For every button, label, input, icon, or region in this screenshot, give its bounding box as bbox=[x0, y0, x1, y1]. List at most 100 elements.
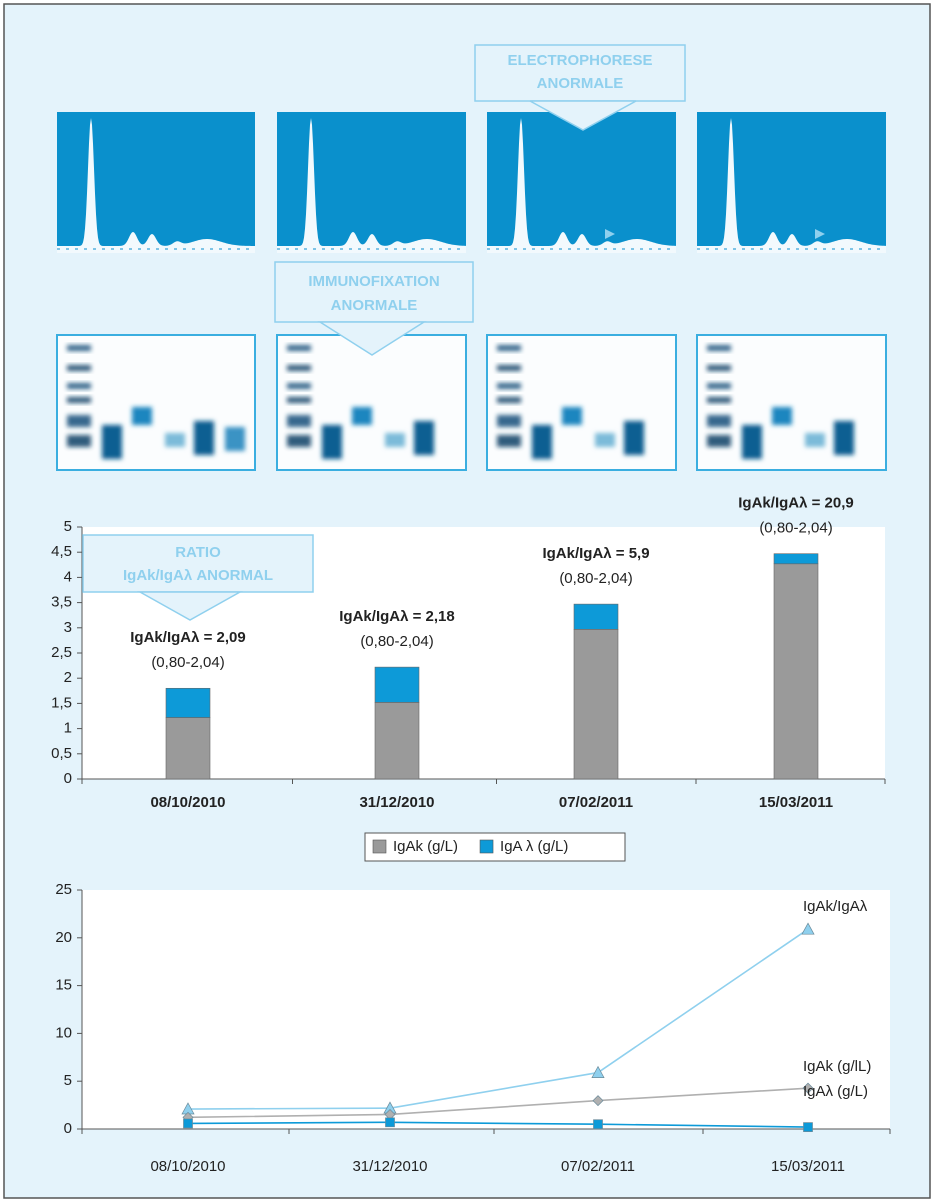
y-tick-label: 3 bbox=[64, 619, 72, 636]
gel-band bbox=[497, 397, 521, 403]
x-tick-label: 15/03/2011 bbox=[771, 1158, 845, 1175]
gel-band bbox=[532, 425, 552, 459]
data-point bbox=[591, 1065, 605, 1078]
gel-band bbox=[707, 345, 731, 351]
y-tick-label: 0 bbox=[64, 1120, 72, 1137]
data-point bbox=[593, 1119, 603, 1130]
series-label: IgAk/IgAλ bbox=[803, 898, 868, 915]
y-tick-label: 4 bbox=[64, 568, 72, 585]
gel-band bbox=[225, 427, 245, 451]
y-tick-label: 10 bbox=[55, 1024, 72, 1041]
legend-label: IgA λ (g/L) bbox=[500, 838, 568, 855]
marker-arrow bbox=[605, 229, 615, 239]
gel-band bbox=[322, 425, 342, 459]
gel-band bbox=[102, 425, 122, 459]
gel-band bbox=[287, 345, 311, 351]
y-tick-label: 1,5 bbox=[51, 694, 72, 711]
gel-band bbox=[497, 383, 521, 389]
gel-band bbox=[497, 365, 521, 371]
ratio-label: IgAk/IgAλ = 20,9 bbox=[738, 495, 853, 512]
y-tick-label: 3,5 bbox=[51, 594, 72, 611]
gel-band bbox=[497, 435, 521, 447]
ratio-label: IgAk/IgAλ = 2,18 bbox=[339, 608, 454, 625]
reference-range: (0,80-2,04) bbox=[151, 654, 224, 671]
callout-text: ANORMALE bbox=[537, 75, 624, 92]
gel-band bbox=[287, 383, 311, 389]
marker-arrow bbox=[815, 229, 825, 239]
bar-segment bbox=[165, 717, 211, 780]
callout-text: ANORMALE bbox=[331, 297, 418, 314]
gel-band bbox=[772, 407, 792, 425]
y-tick-label: 25 bbox=[55, 881, 72, 898]
ratio-label: IgAk/IgAλ = 5,9 bbox=[542, 545, 649, 562]
legend-swatch bbox=[372, 839, 387, 854]
line-chart: 0 5 10 15 20 25 08/10/2010 31/12/2010 07/02/2011… bbox=[55, 881, 891, 1175]
bar-segment bbox=[165, 687, 211, 718]
x-tick-label: 08/10/2010 bbox=[150, 1158, 225, 1175]
gel-images bbox=[56, 112, 887, 471]
y-tick-label: 1 bbox=[64, 720, 72, 737]
callout-text: IgAk/IgAλ ANORMAL bbox=[123, 567, 273, 584]
series-label: IgAλ (g/L) bbox=[803, 1083, 868, 1100]
y-tick-label: 2 bbox=[64, 669, 72, 686]
y-tick-label: 5 bbox=[64, 518, 72, 535]
data-point bbox=[183, 1118, 193, 1129]
bar-segment bbox=[374, 666, 420, 703]
gel-band bbox=[287, 365, 311, 371]
reference-range: (0,80-2,04) bbox=[759, 520, 832, 537]
gel-band bbox=[385, 433, 405, 447]
x-tick-label: 07/02/2011 bbox=[561, 1158, 635, 1175]
gel-band bbox=[132, 407, 152, 425]
gel-band bbox=[67, 397, 91, 403]
legend-swatch bbox=[479, 839, 494, 854]
x-tick-label: 07/02/2011 bbox=[559, 794, 633, 811]
callout: IMMUNOFIXATION ANORMALE bbox=[274, 261, 474, 356]
data-point bbox=[802, 1082, 814, 1094]
bar-segment bbox=[773, 553, 819, 565]
ratio-label: IgAk/IgAλ = 2,09 bbox=[130, 629, 245, 646]
bar-segment bbox=[374, 702, 420, 780]
y-tick-label: 0 bbox=[64, 770, 72, 787]
gel-band bbox=[707, 383, 731, 389]
y-tick-label: 20 bbox=[55, 929, 72, 946]
gel-band bbox=[287, 415, 311, 427]
x-tick-label: 31/12/2010 bbox=[359, 794, 434, 811]
gel-band bbox=[624, 421, 644, 455]
bar-segment bbox=[573, 629, 619, 780]
callout-text: IMMUNOFIXATION bbox=[308, 273, 439, 290]
series-line bbox=[187, 928, 809, 1110]
series-line bbox=[187, 1121, 809, 1128]
y-tick-label: 5 bbox=[64, 1072, 72, 1089]
data-point bbox=[803, 1122, 813, 1132]
legend-label: IgAk (g/L) bbox=[393, 838, 458, 855]
gel-band bbox=[834, 421, 854, 455]
x-tick-label: 15/03/2011 bbox=[759, 794, 833, 811]
gel-band bbox=[707, 435, 731, 447]
gel-band bbox=[287, 397, 311, 403]
data-point bbox=[592, 1095, 604, 1107]
y-tick-label: 0,5 bbox=[51, 745, 72, 762]
callout-text: ELECTROPHORESE bbox=[507, 52, 652, 69]
charts: 0 0,5 1 1,5 2 2,5 3 3,5 4 4,5 5 08/10/2010 31/12/201… bbox=[51, 495, 891, 1175]
callout-text: RATIO bbox=[175, 544, 221, 561]
gel-band bbox=[414, 421, 434, 455]
series-line bbox=[187, 1087, 809, 1119]
gel-band bbox=[67, 435, 91, 447]
y-tick-label: 4,5 bbox=[51, 543, 72, 560]
y-tick-label: 2,5 bbox=[51, 644, 72, 661]
data-point bbox=[385, 1117, 395, 1128]
gel-band bbox=[707, 365, 731, 371]
gel-band bbox=[352, 407, 372, 425]
gel-band bbox=[194, 421, 214, 455]
gel-band bbox=[67, 365, 91, 371]
callout: RATIO IgAk/IgAλ ANORMAL bbox=[82, 534, 314, 621]
gel-band bbox=[497, 345, 521, 351]
gel-band bbox=[67, 415, 91, 427]
x-tick-label: 08/10/2010 bbox=[150, 794, 225, 811]
bar-chart: 0 0,5 1 1,5 2 2,5 3 3,5 4 4,5 5 08/10/2010 31/12/201… bbox=[51, 495, 886, 811]
gel-band bbox=[67, 383, 91, 389]
series-label: IgAk (g/lL) bbox=[803, 1058, 871, 1075]
gel-band bbox=[562, 407, 582, 425]
reference-range: (0,80-2,04) bbox=[559, 570, 632, 587]
